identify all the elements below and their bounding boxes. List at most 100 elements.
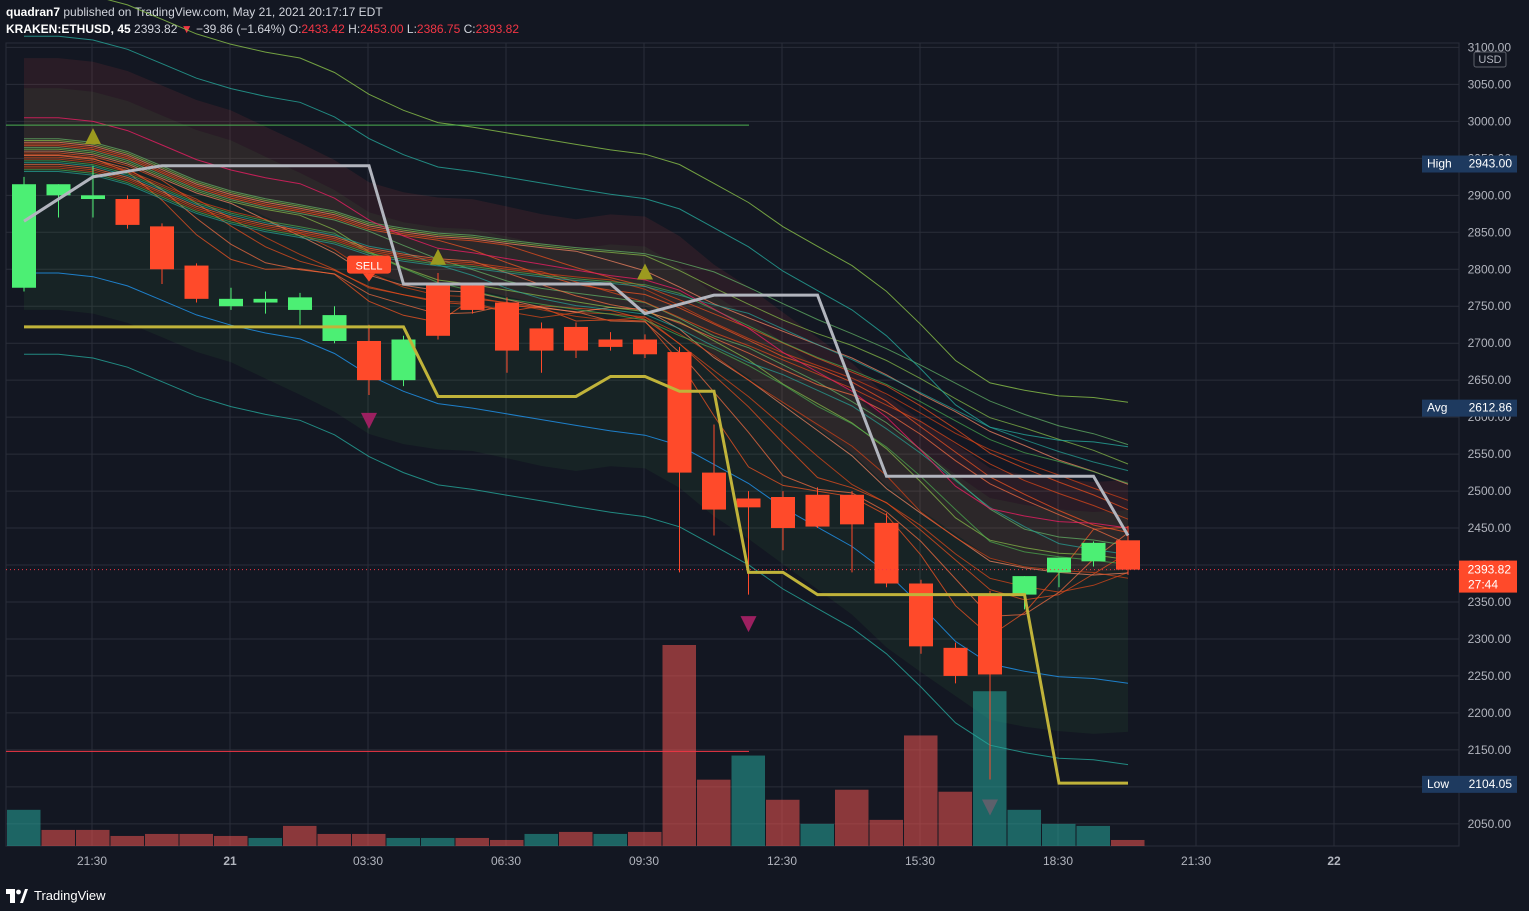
candle[interactable]: [357, 324, 381, 395]
candle[interactable]: [219, 287, 243, 310]
candle[interactable]: [805, 487, 830, 529]
low-value: 2386.75: [416, 22, 461, 36]
volume-bar: [455, 837, 489, 846]
volume-bar: [41, 829, 75, 846]
volume-bar: [145, 833, 179, 846]
candle[interactable]: [771, 491, 795, 551]
avg-tag-bg: [1422, 399, 1517, 417]
candle[interactable]: [1047, 557, 1071, 588]
candle-body: [564, 326, 588, 351]
candle[interactable]: [81, 165, 105, 218]
candle[interactable]: [495, 297, 519, 373]
volume-bar: [248, 837, 282, 846]
high-tag: High 2943.00: [1422, 155, 1517, 173]
symbol-name[interactable]: KRAKEN:ETHUSD, 45: [6, 22, 131, 36]
candle-body: [12, 184, 36, 288]
author-name[interactable]: quadran7: [6, 5, 61, 19]
y-tick-label: 3100.00: [1468, 40, 1512, 54]
candle-body: [943, 647, 968, 676]
last-price: 2393.82: [134, 22, 178, 36]
volume-bar: [283, 825, 317, 846]
candle[interactable]: [736, 491, 761, 595]
y-tick-label: 2450.00: [1468, 521, 1512, 535]
candle[interactable]: [1081, 541, 1106, 567]
candle[interactable]: [288, 292, 312, 325]
candle[interactable]: [840, 491, 864, 573]
candle[interactable]: [978, 590, 1002, 780]
candle[interactable]: [667, 346, 692, 573]
last-price-tag-value: 2393.82: [1468, 563, 1512, 577]
ma-ribbon-line: [24, 162, 1129, 555]
candle[interactable]: [460, 282, 485, 314]
candle-body: [1081, 542, 1106, 562]
y-tick-label: 2750.00: [1468, 299, 1512, 313]
candle[interactable]: [184, 263, 209, 303]
y-tick-label: 2350.00: [1468, 595, 1512, 609]
volume-bar: [593, 833, 627, 846]
supertrend-line: [24, 325, 1128, 785]
candle[interactable]: [564, 322, 588, 358]
y-tick-label: 2050.00: [1468, 817, 1512, 831]
y-tick-label: 2800.00: [1468, 262, 1512, 276]
y-tick-label: 2850.00: [1468, 225, 1512, 239]
y-tick-label: 2300.00: [1468, 632, 1512, 646]
sell-arrow-icon: [982, 799, 998, 816]
candle[interactable]: [1012, 576, 1037, 610]
candle[interactable]: [702, 424, 726, 536]
volume-bar: [317, 833, 351, 846]
candle[interactable]: [426, 272, 450, 340]
volume-bar: [628, 831, 662, 846]
ma-ribbon-line: [24, 167, 1129, 501]
candle[interactable]: [150, 223, 174, 285]
candle[interactable]: [529, 322, 554, 373]
tradingview-logo-icon[interactable]: [6, 888, 28, 903]
y-tick-label: 2250.00: [1468, 669, 1512, 683]
ma-ribbon-line: [24, 165, 1129, 520]
candle[interactable]: [909, 579, 933, 654]
open-label: O:: [288, 22, 302, 36]
x-tick-label: 21:30: [1181, 854, 1211, 868]
x-tick-label: 06:30: [491, 854, 521, 868]
envelope-line: [24, 117, 1129, 529]
volume-bar: [1076, 825, 1110, 846]
candle-body: [840, 494, 864, 525]
candle-body: [81, 195, 105, 200]
footer: TradingView: [6, 888, 106, 903]
y-tick-label: 3050.00: [1468, 77, 1512, 91]
ma-ribbon-line: [24, 152, 1129, 601]
buy-arrow-icon: [430, 248, 446, 265]
ma-ribbon-line: [24, 160, 1129, 565]
last-price-tag-countdown: 27:44: [1468, 578, 1498, 592]
change-arrow-icon: ▼: [180, 22, 193, 36]
candle[interactable]: [943, 642, 968, 684]
candle[interactable]: [115, 195, 140, 229]
candle-body: [495, 302, 519, 351]
brand-name[interactable]: TradingView: [34, 888, 106, 903]
candle-body: [978, 594, 1002, 675]
candle[interactable]: [874, 513, 899, 588]
candle[interactable]: [253, 291, 278, 314]
chart-header: quadran7 published on TradingView.com, M…: [6, 4, 519, 38]
candle[interactable]: [12, 176, 36, 292]
candle-body: [633, 339, 657, 355]
candle[interactable]: [598, 332, 623, 351]
low-tag-value: 2104.05: [1469, 777, 1513, 791]
volume-bar: [1007, 809, 1041, 846]
ma-ribbon-line: [24, 143, 1129, 511]
buy-arrow-icon: [637, 263, 653, 280]
ma-ribbon-line: [24, 169, 1129, 484]
candle[interactable]: [1116, 525, 1140, 575]
avg-tag: Avg 2612.86: [1422, 399, 1517, 417]
high-tag-value: 2943.00: [1469, 157, 1513, 171]
y-tick-label: 2650.00: [1468, 373, 1512, 387]
volume-bar: [731, 755, 765, 846]
volume-bar: [559, 831, 593, 846]
x-tick-label: 15:30: [905, 854, 935, 868]
candle[interactable]: [46, 184, 71, 218]
candle[interactable]: [633, 334, 657, 358]
candle-body: [426, 284, 450, 336]
ma-ribbon-line: [24, 158, 1129, 579]
candle-body: [46, 184, 71, 196]
high-value: 2453.00: [360, 22, 404, 36]
